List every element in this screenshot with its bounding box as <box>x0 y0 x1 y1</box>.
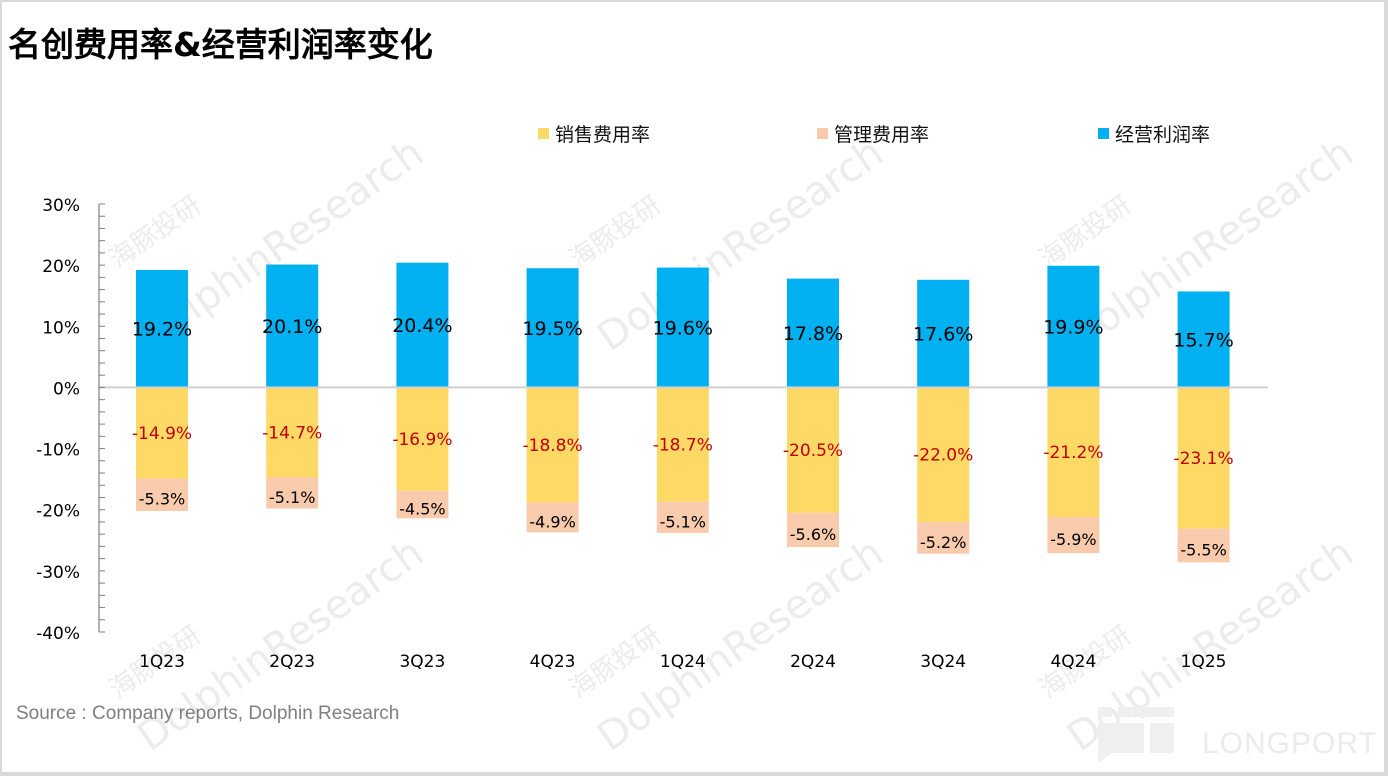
data-label-selling: -18.8% <box>523 436 583 456</box>
data-label-operating: 17.8% <box>783 323 843 345</box>
bar-admin-3Q23 <box>396 490 449 519</box>
data-label-admin: -5.9% <box>1050 530 1096 549</box>
source-note: Source : Company reports, Dolphin Resear… <box>16 703 400 724</box>
data-label-admin: -5.1% <box>660 512 706 531</box>
data-label-operating: 20.1% <box>262 316 322 338</box>
x-tick-label: 1Q23 <box>139 652 185 672</box>
legend-swatch-operating <box>1098 128 1109 139</box>
bar-operating-1Q25 <box>1177 291 1230 388</box>
x-tick-label: 3Q24 <box>920 652 966 672</box>
legend-swatch-selling <box>538 128 549 139</box>
data-label-selling: -23.1% <box>1174 449 1234 469</box>
data-label-admin: -5.6% <box>790 525 836 544</box>
data-label-operating: 19.6% <box>653 318 713 340</box>
bar-admin-4Q24 <box>1047 517 1100 554</box>
x-tick-label: 4Q24 <box>1050 652 1096 672</box>
chart-title: 名创费用率&经营利润率变化 <box>8 25 433 64</box>
x-tick-label: 1Q24 <box>660 652 706 672</box>
data-label-selling: -21.2% <box>1043 443 1103 463</box>
x-tick-label: 2Q23 <box>269 652 315 672</box>
x-tick-label: 1Q25 <box>1181 652 1227 672</box>
bar-operating-1Q24 <box>656 267 709 388</box>
bar-selling-4Q24 <box>1047 387 1100 518</box>
bar-admin-4Q23 <box>526 502 579 533</box>
data-label-operating: 19.2% <box>132 319 192 341</box>
bar-operating-2Q24 <box>787 278 839 388</box>
bar-admin-2Q23 <box>266 477 319 509</box>
bar-admin-2Q24 <box>787 512 839 548</box>
bar-operating-4Q23 <box>526 268 579 388</box>
legend-swatch-admin <box>817 128 828 139</box>
y-tick-label: 0% <box>53 379 80 399</box>
legend-item-operating: 经营利润率 <box>1098 120 1210 147</box>
bar-selling-3Q23 <box>396 387 449 491</box>
legend-label-operating: 经营利润率 <box>1115 124 1211 146</box>
data-label-admin: -5.3% <box>139 490 185 509</box>
bar-admin-3Q24 <box>917 521 970 554</box>
y-tick-label: 10% <box>42 318 80 338</box>
bar-selling-2Q23 <box>266 387 319 478</box>
y-tick-label: -40% <box>36 624 80 644</box>
data-label-selling: -22.0% <box>913 446 973 466</box>
bar-selling-1Q23 <box>136 387 188 479</box>
bar-admin-1Q24 <box>656 501 709 533</box>
bar-selling-4Q23 <box>526 387 579 503</box>
legend-item-selling: 销售费用率 <box>538 120 650 147</box>
bar-selling-1Q25 <box>1177 387 1230 529</box>
y-tick-label: -20% <box>36 502 80 522</box>
data-label-operating: 19.9% <box>1043 317 1103 339</box>
y-tick-label: -30% <box>36 563 80 583</box>
data-label-admin: -4.5% <box>399 500 445 519</box>
bar-operating-1Q23 <box>136 270 188 388</box>
y-axis: 30% 20% 10% 0% -10% -20% -30% -40% <box>36 196 1268 644</box>
bar-operating-3Q24 <box>917 279 970 388</box>
data-labels-group: 19.2% -14.9% -5.3% 20.1% -14.7% -5.1% 20.4% -16… <box>132 315 1234 559</box>
bar-operating-2Q23 <box>266 264 319 388</box>
bar-admin-1Q23 <box>136 478 188 511</box>
x-tick-label: 3Q23 <box>399 652 445 672</box>
data-label-admin: -5.5% <box>1180 540 1226 559</box>
bar-admin-1Q25 <box>1177 528 1230 563</box>
data-label-selling: -16.9% <box>392 430 452 450</box>
data-label-operating: 20.4% <box>392 315 452 337</box>
data-label-admin: -5.2% <box>920 533 966 552</box>
longport-logo: LONGPORT <box>1098 707 1378 767</box>
bar-operating-4Q24 <box>1047 265 1100 388</box>
legend-item-admin: 管理费用率 <box>817 120 929 147</box>
x-axis-labels: 1Q23 2Q23 3Q23 4Q23 1Q24 2Q24 3Q24 4Q24 1Q25 <box>139 652 1226 672</box>
bar-selling-3Q24 <box>917 387 970 522</box>
data-label-selling: -20.5% <box>783 441 843 461</box>
x-tick-label: 4Q23 <box>530 652 576 672</box>
data-label-selling: -14.9% <box>132 424 192 444</box>
bar-selling-2Q24 <box>787 387 839 513</box>
longport-wordmark: LONGPORT <box>1202 727 1378 760</box>
x-tick-label: 2Q24 <box>790 652 836 672</box>
bar-operating-3Q23 <box>396 262 449 388</box>
data-label-operating: 19.5% <box>522 318 582 340</box>
data-label-selling: -14.7% <box>262 423 322 443</box>
data-label-operating: 17.6% <box>913 324 973 346</box>
data-label-admin: -5.1% <box>269 488 315 507</box>
data-label-selling: -18.7% <box>653 436 713 456</box>
legend: 销售费用率 管理费用率 经营利润率 <box>2 120 1384 150</box>
bars-group <box>136 262 1230 563</box>
legend-label-selling: 销售费用率 <box>555 124 651 146</box>
bar-selling-1Q24 <box>656 387 709 502</box>
y-tick-label: 30% <box>42 196 80 216</box>
y-tick-label: 20% <box>42 257 80 277</box>
legend-label-admin: 管理费用率 <box>834 124 930 146</box>
y-tick-label: -10% <box>36 441 80 461</box>
data-label-operating: 15.7% <box>1173 329 1233 351</box>
data-label-admin: -4.9% <box>529 512 575 531</box>
